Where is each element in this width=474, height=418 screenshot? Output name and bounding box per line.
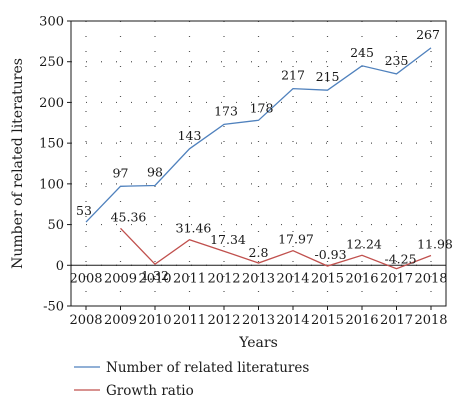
x-tick-label: 2008	[69, 313, 102, 328]
y-tick-label: 300	[39, 15, 64, 30]
data-label-growth-ratio: 12.24	[346, 236, 382, 251]
zero-row-label: 2010	[138, 271, 171, 286]
data-label-literatures: 245	[350, 45, 374, 60]
x-tick-label: 2012	[207, 313, 240, 328]
zero-row-label: 2017	[380, 271, 413, 286]
zero-row-label: 2015	[311, 271, 344, 286]
data-label-literatures: 143	[178, 128, 202, 143]
zero-row-label: 2018	[414, 271, 447, 286]
zero-row-label: 2009	[104, 271, 137, 286]
y-axis: 300 250 200 150 100 50 0 -50	[39, 15, 71, 315]
data-label-literatures: 98	[147, 164, 163, 179]
data-label-growth-ratio: 17.97	[278, 232, 314, 247]
zero-row-label: 2013	[242, 271, 275, 286]
y-tick-label: 200	[39, 96, 64, 111]
y-tick-label: 100	[39, 177, 64, 192]
zero-row-label: 2011	[173, 271, 206, 286]
data-label-growth-ratio: 31.46	[176, 221, 212, 236]
data-label-growth-ratio: 45.36	[111, 209, 147, 224]
x-axis-title: Years	[238, 335, 278, 351]
x-tick-label: 2018	[414, 313, 447, 328]
y-tick-label: -50	[43, 300, 64, 315]
y-axis-title: Number of related literatures	[10, 58, 26, 269]
data-label-literatures: 235	[385, 53, 409, 68]
x-tick-label: 2009	[104, 313, 137, 328]
zero-row-labels: 2008 2009 2010 2011 2012 2013 2014 2015 2016 2017…	[69, 271, 447, 286]
data-labels: 53 97 98 143 173 178 217 215 245 235 267 45.36 1.32 3…	[76, 27, 453, 283]
data-label-growth-ratio: 17.34	[210, 232, 246, 247]
zero-row-label: 2014	[276, 271, 309, 286]
series-lines	[85, 47, 432, 270]
data-label-growth-ratio: 11.98	[417, 237, 453, 252]
data-label-literatures: 178	[250, 100, 274, 115]
y-tick-label: 250	[39, 55, 64, 70]
x-tick-label: 2017	[380, 313, 413, 328]
zero-row-label: 2016	[345, 271, 378, 286]
data-label-growth-ratio: -4.25	[384, 252, 416, 267]
data-label-literatures: 267	[416, 27, 440, 42]
y-tick-label: 150	[39, 137, 64, 152]
x-tick-label: 2015	[311, 313, 344, 328]
data-label-growth-ratio: 2.8	[249, 245, 269, 260]
data-label-literatures: 173	[214, 103, 238, 118]
grid-dots	[71, 21, 446, 306]
zero-row-label: 2012	[207, 271, 240, 286]
data-label-literatures: 217	[281, 68, 305, 83]
data-label-literatures: 215	[316, 69, 340, 84]
series-line-literatures	[85, 47, 432, 223]
zero-row-label: 2008	[69, 271, 102, 286]
series-line-growth-ratio	[120, 227, 432, 270]
x-tick-label: 2016	[345, 313, 378, 328]
x-axis: 2008 2009 2010 2011 2012 2013 2014 2015 2016 2017…	[69, 306, 448, 328]
data-label-growth-ratio: 1.32	[141, 268, 169, 283]
data-label-literatures: 97	[113, 165, 129, 180]
legend-label-literatures: Number of related literatures	[106, 360, 309, 376]
legend-label-growth-ratio: Growth ratio	[106, 383, 194, 399]
x-tick-label: 2014	[276, 313, 309, 328]
y-tick-label: 50	[47, 218, 64, 233]
data-label-literatures: 53	[76, 203, 92, 218]
legend: Number of related literatures Growth rat…	[74, 360, 309, 399]
x-tick-label: 2010	[138, 313, 171, 328]
data-label-growth-ratio: -0.93	[314, 247, 346, 262]
x-tick-label: 2011	[173, 313, 206, 328]
x-tick-label: 2013	[242, 313, 275, 328]
y-tick-label: 0	[56, 259, 64, 274]
